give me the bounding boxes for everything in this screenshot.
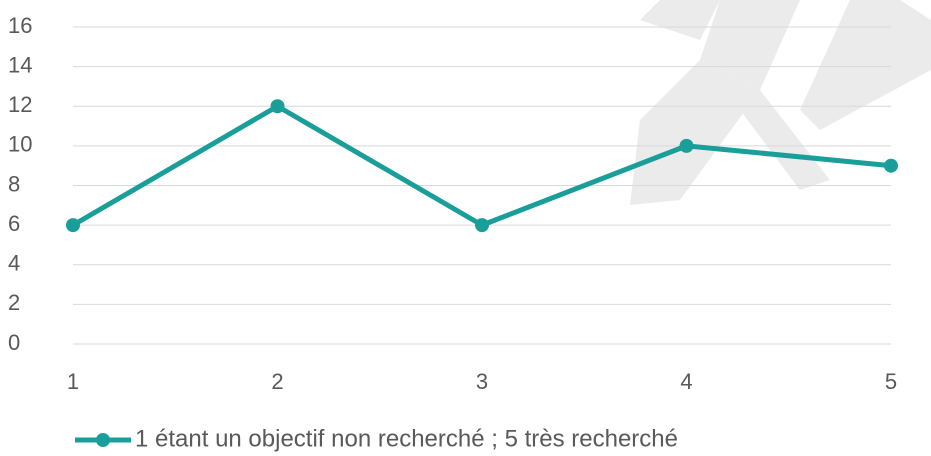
legend-label: 1 étant un objectif non recherché ; 5 tr… — [135, 425, 678, 452]
y-tick-label: 8 — [8, 171, 20, 196]
y-tick-label: 16 — [8, 13, 32, 38]
x-tick-label: 5 — [885, 369, 897, 394]
y-tick-label: 6 — [8, 211, 20, 236]
y-tick-label: 10 — [8, 132, 32, 157]
x-tick-label: 2 — [271, 369, 283, 394]
x-tick-label: 3 — [476, 369, 488, 394]
x-tick-label: 1 — [67, 369, 79, 394]
y-tick-label: 14 — [8, 52, 32, 77]
data-point — [884, 159, 898, 173]
chart: 0246810121416123451 étant un objectif no… — [0, 0, 931, 456]
y-tick-label: 0 — [8, 330, 20, 355]
watermark-shape — [800, 0, 931, 130]
watermark-shape — [640, 0, 720, 40]
watermark-shape — [630, 60, 760, 205]
x-tick-label: 4 — [680, 369, 692, 394]
data-point — [680, 139, 694, 153]
legend-marker — [96, 433, 110, 447]
data-point — [66, 218, 80, 232]
data-point — [475, 218, 489, 232]
y-tick-label: 4 — [8, 251, 20, 276]
y-tick-label: 2 — [8, 290, 20, 315]
watermark — [630, 0, 931, 205]
y-tick-label: 12 — [8, 92, 32, 117]
data-point — [271, 99, 285, 113]
